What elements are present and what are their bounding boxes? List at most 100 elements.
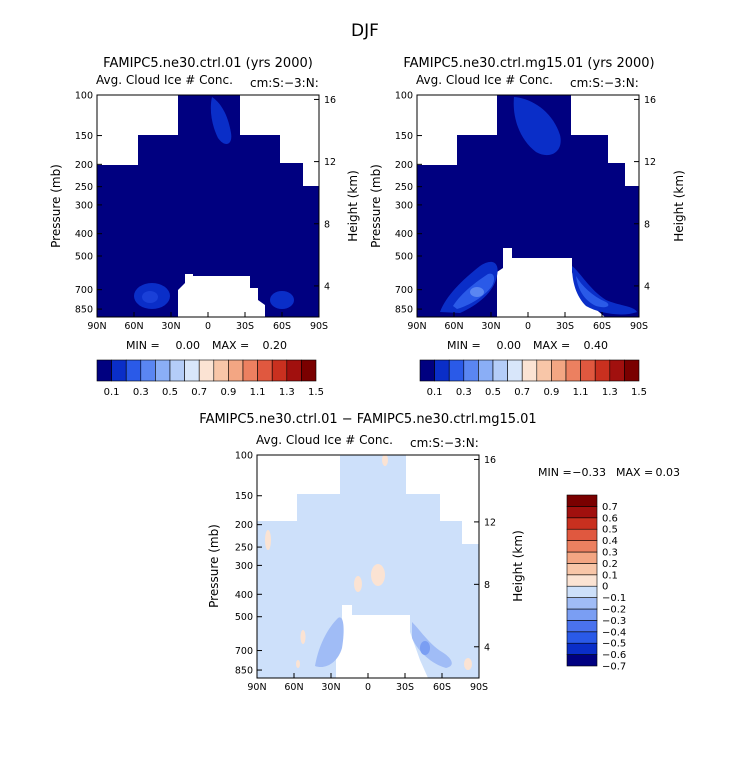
panel-mg15-y-axis-label: Pressure (mb) bbox=[369, 164, 383, 248]
panel-mg15-y-tick-label: 250 bbox=[395, 182, 413, 193]
panel-ctrl-colorbar-label: 1.3 bbox=[279, 387, 295, 398]
panel-diff-colorbar-label: −0.2 bbox=[602, 605, 626, 616]
panel-diff-data-region bbox=[257, 455, 479, 678]
panel-mg15-subtitle: Avg. Cloud Ice # Conc. bbox=[416, 73, 553, 87]
panel-diff-min-value: −0.33 bbox=[572, 466, 606, 479]
panel-diff-y-tick-label: 500 bbox=[235, 612, 253, 623]
panel-mg15-colorbar-box bbox=[463, 359, 479, 382]
panel-diff-x-tick-label: 0 bbox=[365, 682, 371, 693]
panel-ctrl-x-tick-label: 90S bbox=[310, 321, 328, 332]
panel-diff-positive-1 bbox=[371, 564, 385, 586]
panel-diff-y2-tick-label: 4 bbox=[484, 642, 490, 653]
panel-diff-colorbar-box bbox=[566, 631, 598, 644]
panel-diff-y2-tick-label: 8 bbox=[484, 580, 490, 591]
panel-mg15-y2-axis-label: Height (km) bbox=[672, 170, 686, 241]
panel-mg15-x-tick-label: 60S bbox=[593, 321, 611, 332]
panel-diff-colorbar-box bbox=[566, 506, 598, 519]
panel-mg15-x-tick-label: 0 bbox=[525, 321, 531, 332]
panel-mg15-max-label: MAX = bbox=[533, 339, 570, 352]
panel-diff-y-tick-label: 150 bbox=[235, 491, 253, 502]
panel-diff-colorbar-box bbox=[566, 597, 598, 610]
panel-diff-positive-4 bbox=[382, 455, 388, 466]
panel-mg15-y-tick-label: 400 bbox=[395, 229, 413, 240]
panel-mg15-y-tick-label: 100 bbox=[395, 91, 413, 102]
panel-diff-positive-6 bbox=[464, 658, 472, 670]
panel-diff-colorbar-label: 0.6 bbox=[602, 513, 618, 524]
panel-ctrl-colorbar: 0.1 0.3 0.5 0.7 0.9 1.1 1.3 1.5 bbox=[96, 359, 324, 398]
panel-mg15-y-tick-label: 700 bbox=[395, 285, 413, 296]
panel-ctrl-max-value: 0.20 bbox=[263, 339, 288, 352]
panel-diff-units: cm:S:−3:N: bbox=[410, 436, 479, 450]
panel-mg15-y-tick-label: 150 bbox=[395, 131, 413, 142]
panel-mg15-missing-region bbox=[497, 248, 605, 317]
panel-ctrl-missing-region bbox=[178, 274, 265, 317]
panel-ctrl-colorbar-box bbox=[169, 359, 185, 382]
panel-mg15-y-tick-label: 200 bbox=[395, 160, 413, 171]
panel-ctrl-y-tick-label: 850 bbox=[75, 305, 93, 316]
panel-diff-y-tick-label: 200 bbox=[235, 520, 253, 531]
panel-ctrl-feature-upper bbox=[210, 97, 232, 145]
panel-ctrl-colorbar-box bbox=[96, 359, 112, 382]
panel-diff-positive-3 bbox=[265, 530, 271, 550]
panel-ctrl-y-tick-label: 250 bbox=[75, 182, 93, 193]
panel-diff-missing-region bbox=[336, 605, 428, 678]
panel-ctrl-colorbar-label: 0.7 bbox=[191, 387, 207, 398]
panel-mg15-colorbar-box bbox=[419, 359, 435, 382]
panel-ctrl-x-tick-label: 30N bbox=[161, 321, 180, 332]
panel-diff-colorbar-label: 0.1 bbox=[602, 570, 618, 581]
panel-ctrl-colorbar-label: 1.5 bbox=[308, 387, 324, 398]
panel-mg15-colorbar-box bbox=[551, 359, 567, 382]
panel-diff-colorbar: 0.70.60.50.40.30.20.10−0.1−0.2−0.3−0.4−0… bbox=[566, 494, 626, 673]
panel-ctrl-x-tick-label: 60N bbox=[124, 321, 143, 332]
panel-diff-field bbox=[257, 455, 479, 678]
panel-ctrl-feature-nh-core bbox=[142, 291, 158, 303]
panel-ctrl-y-tick-label: 400 bbox=[75, 229, 93, 240]
panel-mg15-colorbar-label: 1.5 bbox=[631, 387, 647, 398]
panel-mg15-colorbar-label: 0.9 bbox=[543, 387, 559, 398]
panel-ctrl-colorbar-box bbox=[198, 359, 215, 382]
panel-ctrl-x-tick-label: 90N bbox=[87, 321, 106, 332]
panel-mg15-colorbar-box bbox=[492, 359, 508, 382]
panel-ctrl-colorbar-box bbox=[111, 359, 127, 382]
panel-diff-x-tick-label: 90S bbox=[470, 682, 488, 693]
panel-diff-colorbar-label: −0.4 bbox=[602, 627, 626, 638]
panel-ctrl-max-label: MAX = bbox=[212, 339, 249, 352]
panel-diff-y2-axis-label: Height (km) bbox=[511, 530, 525, 601]
panel-diff-x-tick-label: 60S bbox=[433, 682, 451, 693]
panel-mg15-colorbar-label: 1.3 bbox=[602, 387, 618, 398]
panel-ctrl-x-tick-label: 60S bbox=[273, 321, 291, 332]
panel-mg15-y-tick-label: 850 bbox=[395, 305, 413, 316]
panel-diff-colorbar-box bbox=[566, 517, 598, 530]
panel-diff-feature-sh-core bbox=[420, 641, 430, 655]
panel-ctrl-y-tick-label: 150 bbox=[75, 131, 93, 142]
panel-diff-colorbar-box bbox=[566, 574, 598, 587]
panel-diff-colorbar-label: 0.5 bbox=[602, 525, 618, 536]
panel-diff-colorbar-box bbox=[566, 551, 598, 564]
panel-diff-y-axis-label: Pressure (mb) bbox=[207, 524, 221, 608]
panel-ctrl-y-tick-label: 200 bbox=[75, 160, 93, 171]
panel-ctrl-min-label: MIN = bbox=[126, 339, 160, 352]
panel-mg15-colorbar-box bbox=[521, 359, 538, 382]
panel-ctrl-x-tick-label: 30S bbox=[236, 321, 254, 332]
panel-ctrl-colorbar-label: 0.3 bbox=[133, 387, 149, 398]
panel-diff-y-tick-label: 300 bbox=[235, 561, 253, 572]
panel-mg15-x-tick-label: 60N bbox=[444, 321, 463, 332]
panel-mg15-colorbar-box bbox=[609, 359, 625, 382]
panel-ctrl-subtitle: Avg. Cloud Ice # Conc. bbox=[96, 73, 233, 87]
panel-mg15-field bbox=[417, 95, 639, 317]
panel-mg15-y2-tick-label: 16 bbox=[644, 95, 656, 106]
panel-diff-colorbar-box bbox=[566, 563, 598, 576]
panel-ctrl-y2-tick-label: 12 bbox=[324, 157, 336, 168]
panel-ctrl-colorbar-box bbox=[257, 359, 273, 382]
panel-ctrl-colorbar-label: 0.9 bbox=[220, 387, 236, 398]
panel-diff-colorbar-box bbox=[566, 608, 598, 621]
panel-diff-colorbar-label: −0.5 bbox=[602, 639, 626, 650]
panel-diff-feature-nh bbox=[315, 617, 344, 668]
panel-diff-max-label: MAX = bbox=[616, 466, 653, 479]
panel-diff-colorbar-box bbox=[566, 620, 598, 633]
panel-ctrl-data-region bbox=[97, 95, 319, 317]
panel-mg15-feature-nh-core bbox=[470, 287, 484, 297]
panel-ctrl-colorbar-box bbox=[140, 359, 156, 382]
panel-diff-colorbar-label: −0.7 bbox=[602, 662, 626, 673]
